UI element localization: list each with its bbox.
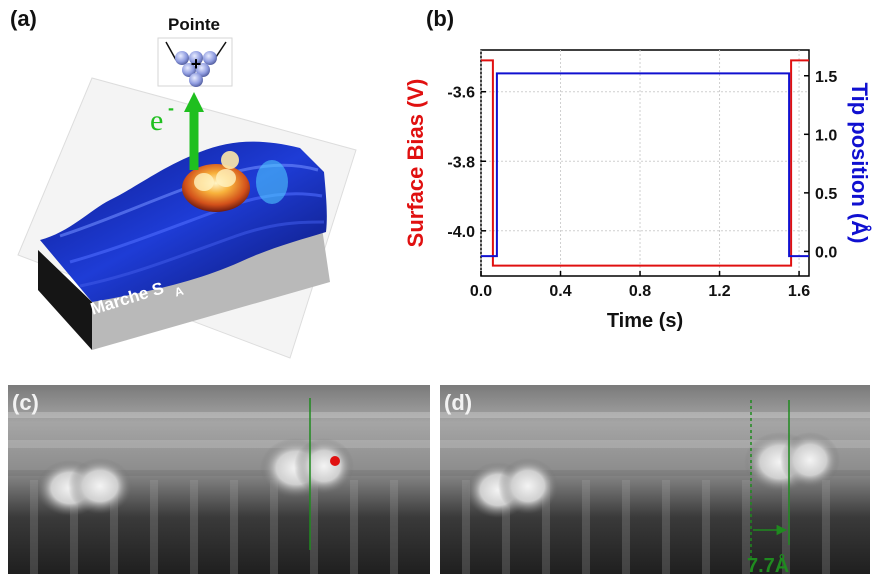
x-axis-label: Time (s)	[607, 310, 683, 332]
tip-plus-sign: +	[191, 54, 202, 74]
stm-columns-c	[30, 480, 398, 574]
molecule-lobe	[194, 173, 214, 191]
tip-position-dot	[330, 456, 340, 466]
tip-atom	[196, 63, 210, 77]
x-tick-label: 0.4	[549, 283, 571, 300]
panel-label-a: (a)	[10, 6, 37, 31]
surface-highlight	[256, 160, 288, 204]
molecule-lobe	[216, 169, 236, 187]
electron-label: e	[150, 104, 163, 137]
tip-apex-left	[165, 41, 177, 61]
molecule-spot	[780, 432, 840, 488]
y2-tick-label: 1.0	[815, 127, 837, 144]
tip-atom	[203, 51, 217, 65]
y2-tick-label: 1.5	[815, 69, 837, 86]
stm-rows-c	[8, 412, 430, 476]
electron-arrow-head	[184, 92, 204, 112]
y-tick-label: -4.0	[447, 224, 475, 241]
tip-atom	[189, 73, 203, 87]
molecule-spot	[68, 458, 132, 514]
panel-c	[8, 385, 430, 574]
plot-area	[480, 49, 810, 277]
substrate-side	[38, 228, 330, 350]
molecule-lobe	[221, 151, 239, 169]
y2-tick-label: 0.5	[815, 186, 837, 203]
y-axis-label: Surface Bias (V)	[403, 79, 428, 248]
tip-atom	[175, 51, 189, 65]
tip-atom	[182, 63, 196, 77]
electron-superscript: -	[168, 98, 174, 118]
panel-label-b: (b)	[426, 6, 455, 31]
y-tick-label: -3.6	[447, 85, 475, 102]
tip-label: Pointe	[168, 15, 220, 34]
substrate-edge	[38, 250, 92, 350]
x-tick-label: 1.6	[788, 283, 810, 300]
x-tick-label: 0.8	[629, 283, 651, 300]
y2-axis-label: Tip position (Å)	[847, 83, 873, 244]
x-tick-label: 0.0	[470, 283, 492, 300]
distance-label: 7.7Å	[747, 553, 789, 574]
panel-label-d: (d)	[444, 390, 473, 415]
y-tick-label: -3.8	[447, 154, 475, 171]
panel-a: Pointe + e - Marche S A	[17, 15, 357, 359]
stm-rows-d	[440, 412, 870, 476]
tip-atom	[189, 51, 203, 65]
tip-position-series	[481, 72, 809, 258]
panel-d: 7.7Å	[440, 385, 870, 574]
panel-b-chart: 0.0 0.4 0.8 1.2 1.6-3.6-3.8-4.00.00.51.01.5 …	[403, 49, 873, 332]
panel-label-c: (c)	[12, 390, 39, 415]
molecule-spot	[498, 458, 558, 514]
y2-tick-label: 0.0	[815, 244, 837, 261]
molecule	[182, 164, 250, 212]
x-tick-label: 1.2	[708, 283, 730, 300]
molecule-spot	[294, 438, 354, 494]
surface-row	[79, 220, 325, 288]
surface-bias-series	[481, 59, 809, 267]
